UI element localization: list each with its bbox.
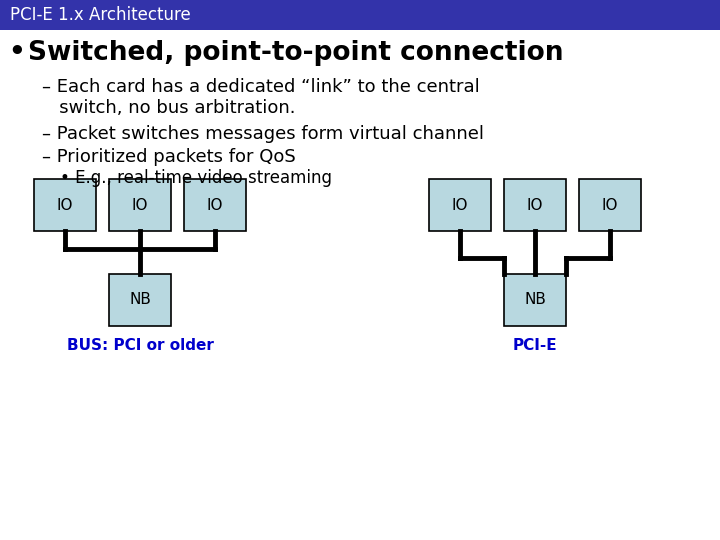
FancyBboxPatch shape — [429, 179, 491, 231]
Text: Switched, point-to-point connection: Switched, point-to-point connection — [28, 40, 564, 66]
FancyBboxPatch shape — [34, 179, 96, 231]
Text: IO: IO — [207, 198, 223, 213]
Text: IO: IO — [602, 198, 618, 213]
FancyBboxPatch shape — [579, 179, 641, 231]
Text: – Each card has a dedicated “link” to the central: – Each card has a dedicated “link” to th… — [42, 78, 480, 96]
Text: IO: IO — [132, 198, 148, 213]
Text: PCI-E: PCI-E — [513, 338, 557, 353]
Text: NB: NB — [524, 293, 546, 307]
FancyBboxPatch shape — [504, 179, 566, 231]
Text: NB: NB — [129, 293, 151, 307]
FancyBboxPatch shape — [0, 0, 720, 30]
FancyBboxPatch shape — [109, 274, 171, 326]
Text: • E.g., real-time video streaming: • E.g., real-time video streaming — [60, 169, 332, 187]
FancyBboxPatch shape — [109, 179, 171, 231]
Text: – Prioritized packets for QoS: – Prioritized packets for QoS — [42, 148, 296, 166]
Text: PCI-E 1.x Architecture: PCI-E 1.x Architecture — [10, 6, 191, 24]
Text: IO: IO — [527, 198, 544, 213]
Text: •: • — [8, 40, 24, 66]
Text: BUS: PCI or older: BUS: PCI or older — [66, 338, 213, 353]
Text: IO: IO — [57, 198, 73, 213]
Text: IO: IO — [451, 198, 468, 213]
FancyBboxPatch shape — [504, 274, 566, 326]
Text: – Packet switches messages form virtual channel: – Packet switches messages form virtual … — [42, 125, 484, 143]
FancyBboxPatch shape — [184, 179, 246, 231]
Text: switch, no bus arbitration.: switch, no bus arbitration. — [42, 99, 295, 117]
